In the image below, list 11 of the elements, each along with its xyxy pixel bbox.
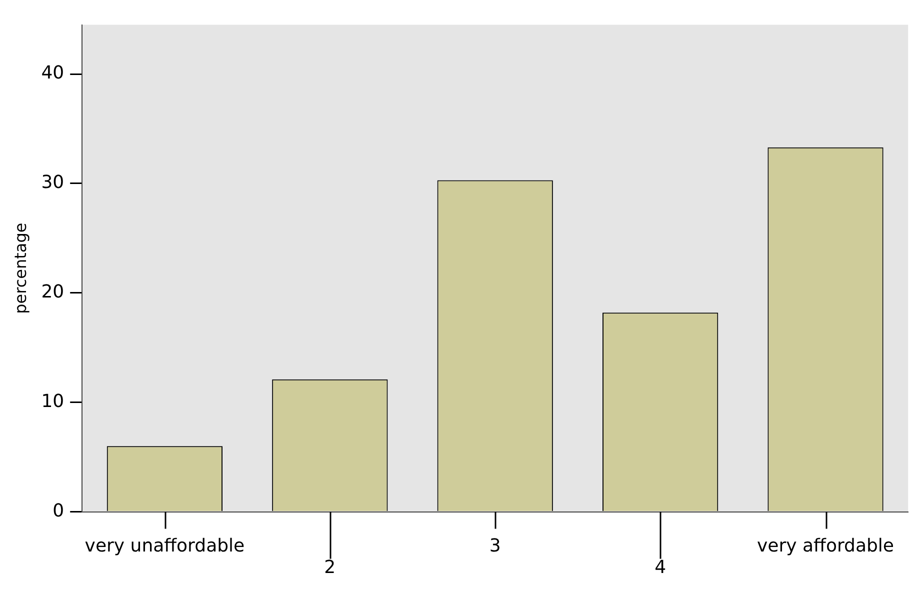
y-tick-label: 20 — [41, 282, 64, 303]
y-tick-label: 30 — [41, 172, 64, 194]
y-axis-title: percentage — [10, 222, 30, 314]
x-tick-label: very affordable — [757, 535, 894, 556]
x-tick-label: very unaffordable — [84, 535, 245, 556]
x-tick-label: 4 — [654, 556, 666, 578]
y-tick-label: 10 — [41, 391, 64, 412]
x-tick-label: 3 — [489, 535, 501, 556]
y-tick-label: 0 — [52, 500, 64, 522]
y-tick-label: 40 — [41, 62, 64, 84]
x-tick-label: 2 — [324, 556, 336, 578]
